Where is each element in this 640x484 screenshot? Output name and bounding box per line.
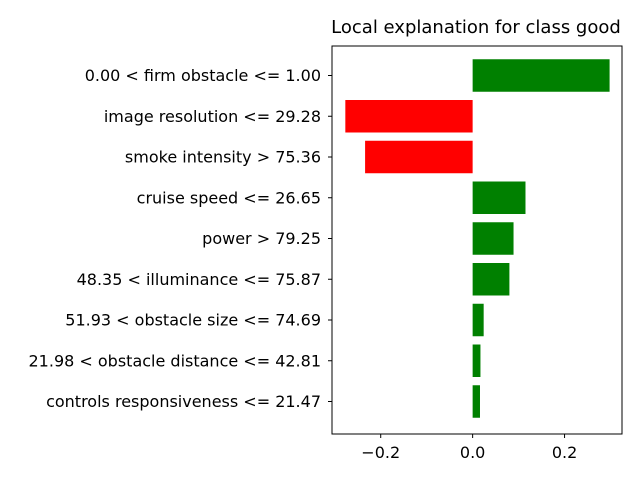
bar — [472, 303, 484, 337]
category-label: cruise speed <= 26.65 — [137, 188, 321, 207]
x-axis-ticks: −0.2 0.0 0.2 — [361, 434, 577, 462]
category-label: 21.98 < obstacle distance <= 42.81 — [29, 351, 322, 370]
bars-layer — [345, 59, 610, 418]
bar — [365, 140, 473, 174]
bar — [472, 59, 610, 92]
x-tick-label: 0.2 — [552, 443, 577, 462]
category-label: image resolution <= 29.28 — [104, 107, 321, 126]
category-label: 51.93 < obstacle size <= 74.69 — [65, 311, 321, 330]
chart-title: Local explanation for class good — [331, 17, 621, 38]
bar — [345, 100, 473, 133]
category-label: 48.35 < illuminance <= 75.87 — [77, 270, 321, 289]
bar — [472, 222, 514, 255]
category-labels: 0.00 < firm obstacle <= 1.00 image resolu… — [29, 66, 332, 411]
plot-frame — [331, 45, 623, 435]
bar — [472, 181, 526, 214]
category-label: 0.00 < firm obstacle <= 1.00 — [85, 66, 321, 85]
x-tick-label: 0.0 — [460, 443, 485, 462]
category-label: power > 79.25 — [202, 229, 321, 248]
bar — [472, 263, 510, 296]
x-tick-label: −0.2 — [361, 443, 400, 462]
bar — [472, 344, 481, 377]
bar — [472, 385, 480, 418]
category-label: smoke intensity > 75.36 — [125, 148, 321, 167]
category-label: controls responsiveness <= 21.47 — [46, 392, 321, 411]
